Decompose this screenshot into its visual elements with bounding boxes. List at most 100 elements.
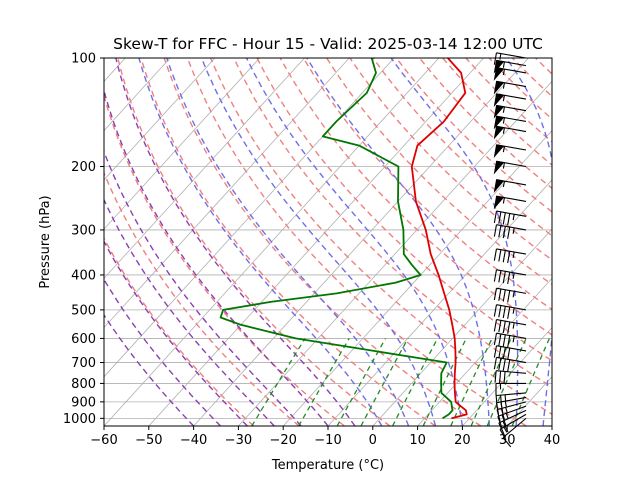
isotherm-40 bbox=[551, 425, 552, 426]
wind-barb bbox=[493, 52, 527, 65]
y-tick-label: 400 bbox=[71, 268, 96, 283]
barb-full bbox=[498, 358, 502, 371]
barb-full bbox=[499, 371, 502, 384]
wind-barb bbox=[493, 345, 527, 360]
barb-full bbox=[498, 422, 505, 435]
wind-barb bbox=[493, 67, 527, 81]
mixing-ratio-line bbox=[486, 338, 527, 426]
barb-shaft bbox=[496, 392, 527, 397]
barb-shaft bbox=[502, 417, 527, 439]
barb-full bbox=[498, 211, 502, 224]
grid bbox=[0, 58, 640, 426]
barb-full bbox=[497, 416, 503, 428]
isotherm-10 bbox=[417, 277, 552, 426]
isotherm--120 bbox=[104, 58, 171, 132]
moist-adiabat bbox=[570, 58, 616, 426]
barb-full bbox=[493, 333, 497, 346]
moist-adiabat bbox=[138, 58, 383, 426]
barb-shaft bbox=[499, 413, 527, 430]
wind-barb bbox=[493, 332, 527, 348]
mixing-ratio-line bbox=[360, 338, 409, 426]
barb-flag bbox=[493, 179, 505, 193]
barb-full bbox=[501, 414, 507, 427]
barb-full bbox=[493, 224, 497, 237]
wind-barb bbox=[499, 413, 527, 441]
wind-barb bbox=[495, 392, 527, 408]
barb-full bbox=[493, 248, 497, 261]
barb-full bbox=[507, 359, 511, 372]
y-axis-label: Pressure (hPa) bbox=[38, 195, 53, 288]
barb-shaft bbox=[496, 370, 527, 374]
barb-half bbox=[503, 426, 508, 433]
y-tick-label: 700 bbox=[71, 356, 96, 371]
wind-barb bbox=[493, 104, 527, 119]
barb-full bbox=[493, 357, 497, 370]
x-tick-label: −10 bbox=[314, 433, 341, 448]
barb-half bbox=[502, 162, 505, 169]
y-tick-label: 100 bbox=[71, 52, 96, 67]
x-tick-label: 10 bbox=[409, 433, 426, 448]
wind-barb bbox=[493, 287, 527, 303]
dry-adiabat bbox=[256, 58, 552, 362]
barb-half bbox=[512, 291, 515, 298]
isotherm--10 bbox=[327, 179, 552, 426]
barb-full bbox=[493, 52, 497, 65]
barb-flag bbox=[493, 59, 505, 74]
barb-half bbox=[502, 146, 505, 153]
dry-adiabat bbox=[605, 58, 640, 426]
barb-full bbox=[507, 335, 511, 348]
barb-full bbox=[498, 346, 502, 359]
wind-barb bbox=[493, 93, 527, 108]
dry-adiabat bbox=[233, 58, 552, 389]
wind-barb bbox=[493, 195, 527, 210]
barb-full bbox=[502, 306, 506, 319]
barb-half bbox=[499, 53, 502, 60]
isotherm--110 bbox=[104, 58, 216, 181]
moist-adiabat bbox=[200, 58, 437, 426]
barb-full bbox=[493, 211, 497, 224]
barb-half bbox=[502, 69, 505, 76]
barb-flag bbox=[493, 115, 505, 130]
barb-half bbox=[512, 307, 515, 314]
mixing-ratio-line bbox=[298, 338, 350, 426]
wind-barb bbox=[493, 80, 527, 95]
mixing-ratio-line bbox=[422, 338, 467, 426]
temperature-line bbox=[410, 58, 468, 420]
barb-full bbox=[507, 272, 511, 285]
barb-half bbox=[502, 181, 505, 188]
barb-full bbox=[498, 225, 502, 238]
barb-full bbox=[498, 320, 502, 333]
isotherm-0 bbox=[372, 228, 552, 426]
wind-barbs bbox=[493, 52, 527, 448]
moist-adiabat bbox=[104, 240, 248, 426]
barb-half bbox=[502, 117, 505, 124]
isotherm--50 bbox=[148, 58, 484, 426]
barb-half bbox=[502, 95, 505, 102]
barb-half bbox=[502, 127, 505, 134]
x-tick-label: 20 bbox=[454, 433, 471, 448]
barb-shaft bbox=[496, 210, 527, 217]
mixing-ratio-line bbox=[470, 338, 512, 426]
dry-adiabat bbox=[559, 58, 640, 426]
barb-shaft bbox=[496, 332, 527, 339]
dewpoint-line bbox=[219, 58, 454, 420]
isotherm--150 bbox=[0, 58, 36, 426]
wind-barb bbox=[493, 224, 527, 239]
barb-flag bbox=[493, 125, 505, 140]
barb-half bbox=[512, 272, 515, 279]
x-tick-label: −20 bbox=[269, 433, 296, 448]
x-tick-label: −50 bbox=[135, 433, 162, 448]
dry-adiabat bbox=[582, 58, 640, 426]
barb-full bbox=[507, 306, 511, 319]
dry-adiabat bbox=[140, 58, 436, 426]
isotherm-50 bbox=[597, 58, 640, 426]
wind-barb bbox=[493, 59, 527, 74]
barb-full bbox=[507, 226, 511, 239]
barb-full bbox=[502, 358, 506, 371]
barb-full bbox=[498, 305, 502, 318]
barb-full bbox=[498, 270, 502, 283]
wind-barb bbox=[493, 319, 527, 334]
isotherm--90 bbox=[104, 58, 305, 279]
barb-shaft bbox=[496, 356, 527, 364]
